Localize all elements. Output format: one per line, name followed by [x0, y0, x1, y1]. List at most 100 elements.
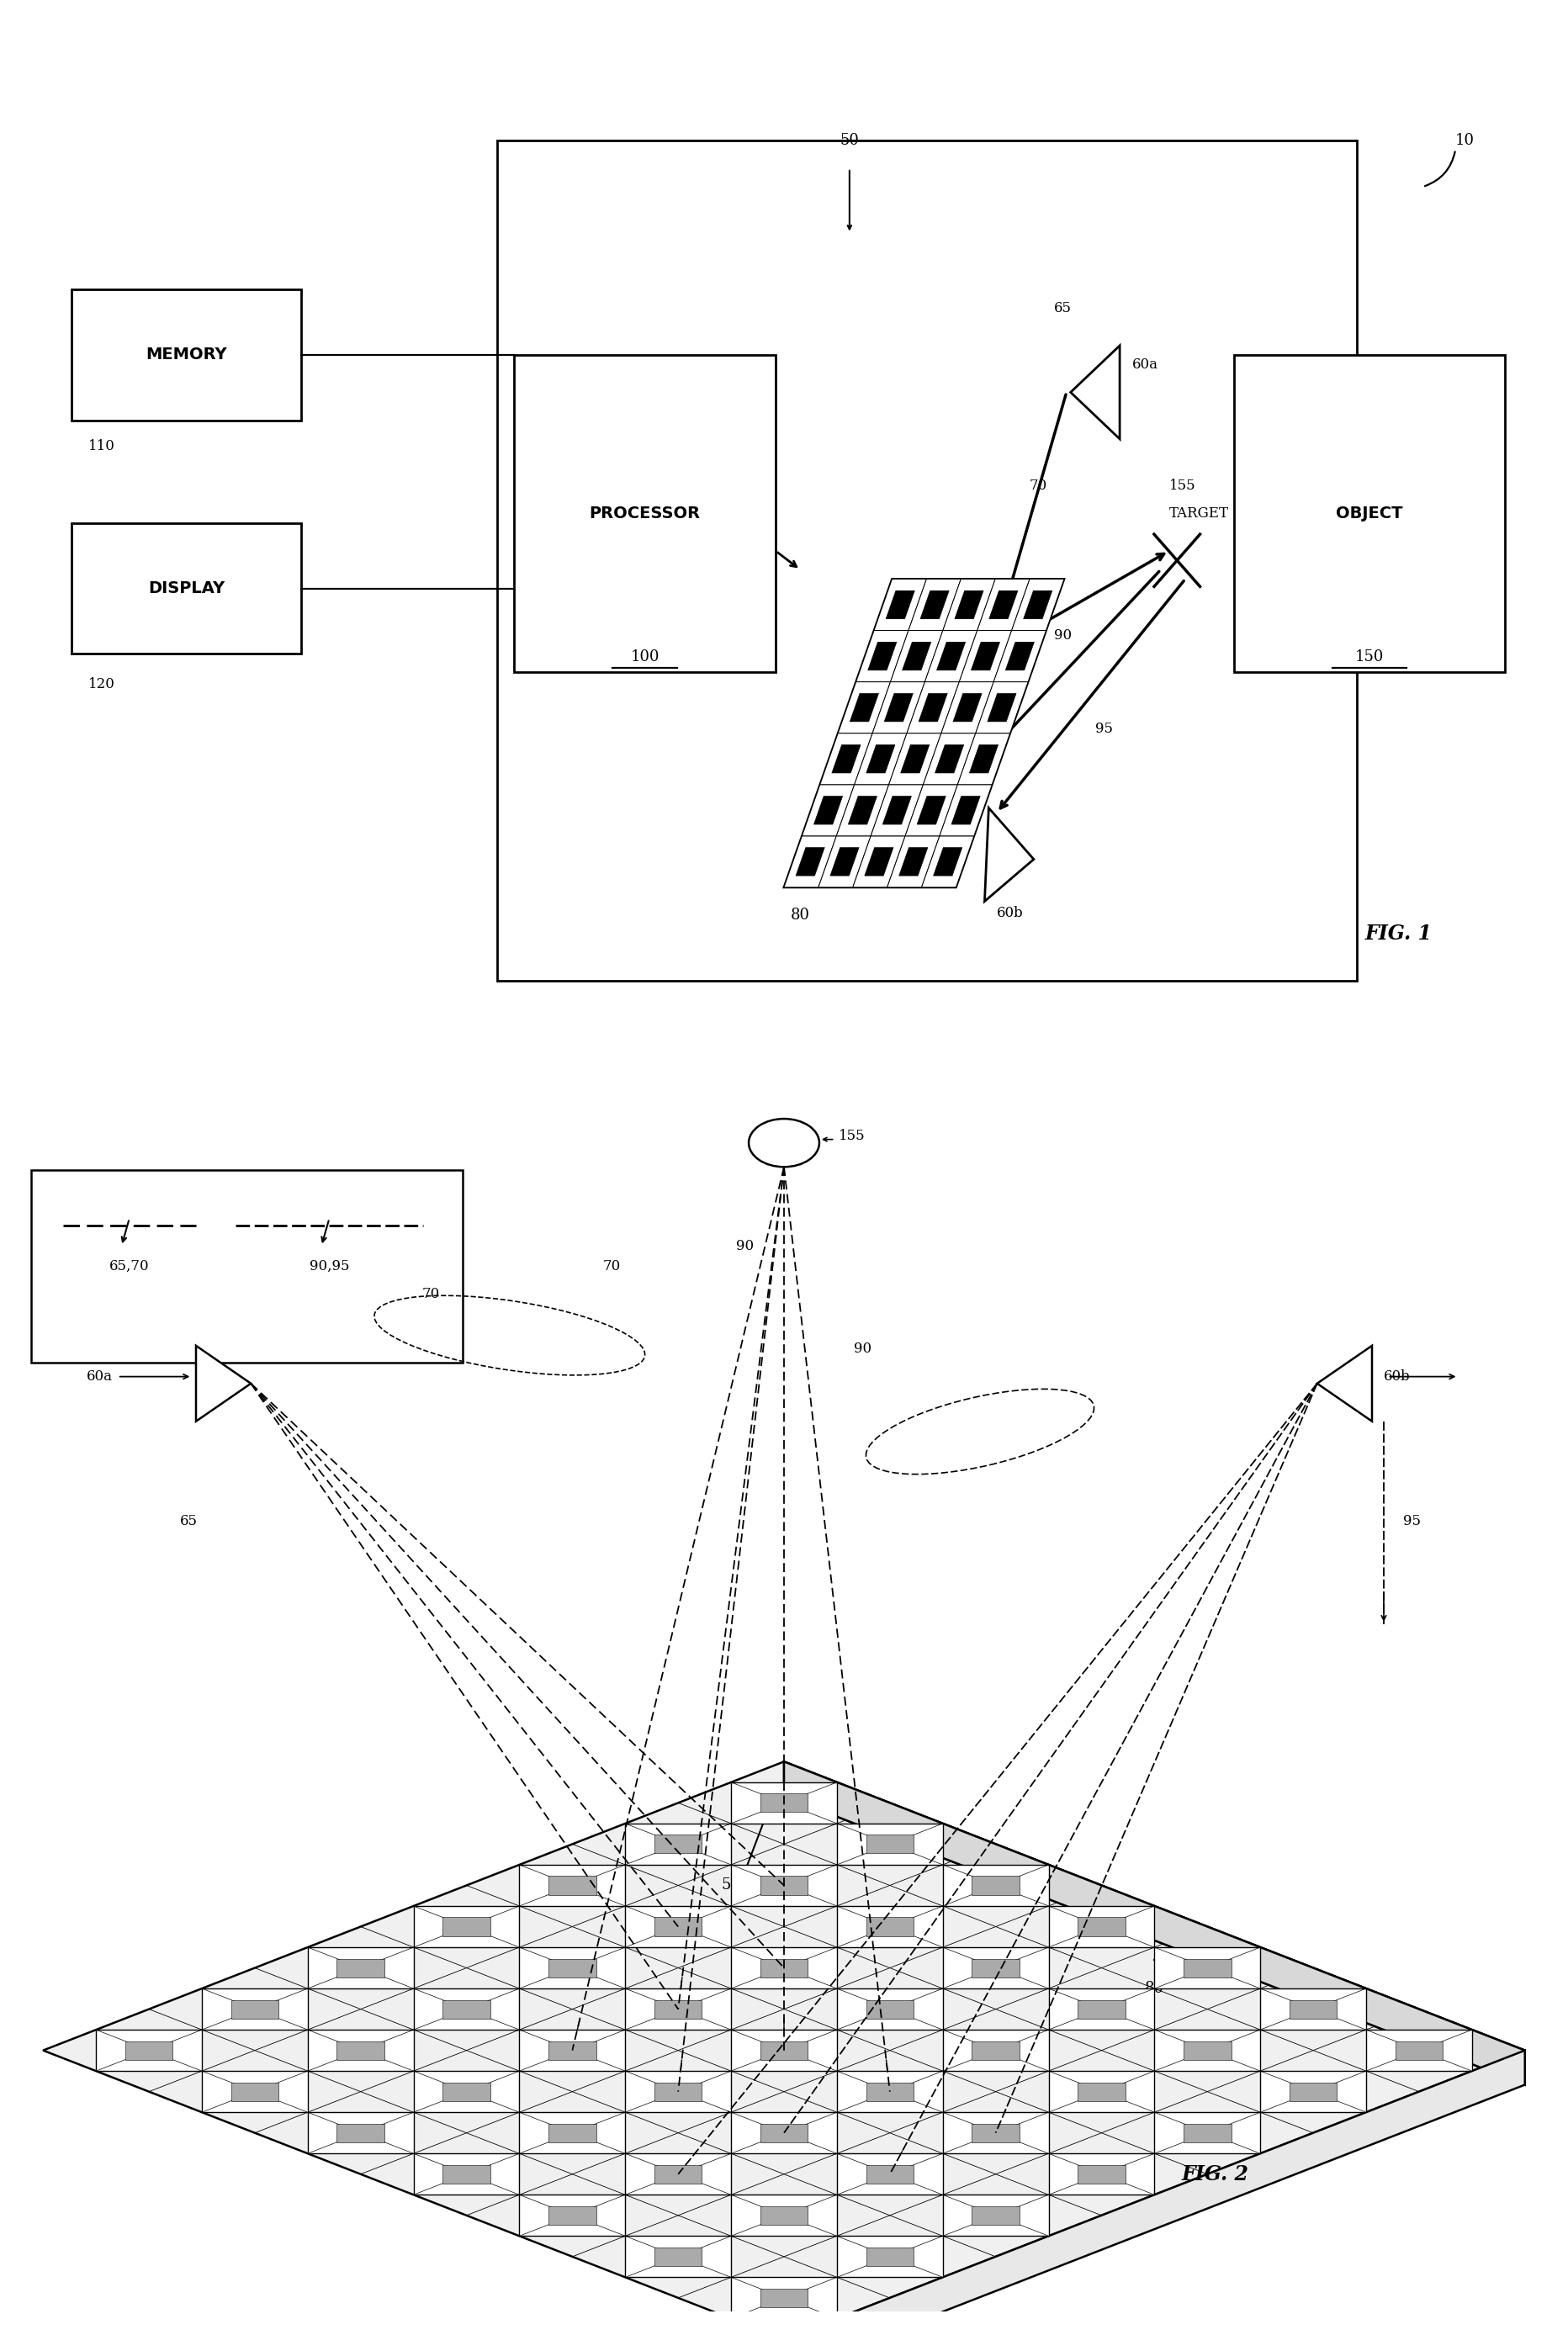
Polygon shape [958, 733, 1010, 785]
Polygon shape [850, 693, 878, 722]
Polygon shape [960, 630, 1011, 682]
Polygon shape [889, 733, 941, 785]
Polygon shape [626, 2071, 731, 2113]
Text: FIG. 1: FIG. 1 [1364, 925, 1432, 943]
Polygon shape [866, 2083, 914, 2102]
Polygon shape [866, 745, 895, 773]
Polygon shape [1077, 2165, 1126, 2183]
Polygon shape [1049, 2153, 1154, 2195]
Polygon shape [42, 1761, 1526, 2335]
Text: 50: 50 [840, 133, 859, 147]
Text: 65: 65 [180, 1513, 198, 1527]
Polygon shape [942, 2029, 1049, 2071]
Polygon shape [760, 2041, 808, 2059]
Polygon shape [922, 836, 974, 887]
Text: 65,70: 65,70 [110, 1259, 149, 1275]
Polygon shape [988, 693, 1016, 722]
Text: 120: 120 [88, 677, 114, 691]
Polygon shape [731, 2195, 837, 2237]
Polygon shape [917, 796, 946, 824]
Polygon shape [414, 1905, 519, 1947]
Polygon shape [989, 591, 1018, 619]
Polygon shape [898, 848, 928, 876]
Text: 60b: 60b [997, 906, 1024, 920]
Polygon shape [307, 1947, 414, 1989]
Text: 110: 110 [88, 439, 114, 453]
Polygon shape [886, 591, 914, 619]
Polygon shape [837, 682, 891, 733]
Polygon shape [919, 693, 947, 722]
Polygon shape [942, 2195, 1049, 2237]
Text: PROCESSOR: PROCESSOR [590, 507, 701, 521]
Polygon shape [972, 2041, 1019, 2059]
Polygon shape [1011, 579, 1065, 630]
Polygon shape [1184, 2041, 1231, 2059]
Polygon shape [972, 2123, 1019, 2141]
Polygon shape [924, 733, 975, 785]
Polygon shape [977, 579, 1030, 630]
Text: 70: 70 [1030, 479, 1047, 493]
Polygon shape [891, 630, 942, 682]
Polygon shape [1154, 2029, 1261, 2071]
Polygon shape [549, 2207, 596, 2225]
Polygon shape [626, 2237, 731, 2277]
Polygon shape [985, 808, 1033, 901]
Polygon shape [337, 1959, 384, 1978]
Polygon shape [196, 1345, 251, 1422]
Polygon shape [1317, 1345, 1372, 1422]
Polygon shape [1184, 2123, 1231, 2141]
Polygon shape [942, 1947, 1049, 1989]
Polygon shape [549, 2123, 596, 2141]
Polygon shape [654, 1835, 702, 1854]
Polygon shape [831, 745, 861, 773]
Polygon shape [626, 1824, 731, 1866]
Polygon shape [519, 2195, 626, 2237]
Polygon shape [972, 1959, 1019, 1978]
Polygon shape [902, 642, 931, 670]
Text: 150: 150 [1355, 649, 1385, 663]
FancyBboxPatch shape [31, 1170, 463, 1364]
Polygon shape [925, 630, 977, 682]
Polygon shape [519, 1866, 626, 1905]
Polygon shape [942, 2113, 1049, 2153]
Polygon shape [1049, 1905, 1154, 1947]
Polygon shape [626, 1905, 731, 1947]
Polygon shape [1396, 2041, 1443, 2059]
Polygon shape [1049, 2071, 1154, 2113]
Polygon shape [853, 836, 905, 887]
Text: 80: 80 [790, 908, 811, 922]
Polygon shape [870, 785, 924, 836]
Polygon shape [933, 848, 963, 876]
Polygon shape [952, 796, 980, 824]
Polygon shape [307, 2029, 414, 2071]
Polygon shape [1184, 1959, 1231, 1978]
Polygon shape [866, 1999, 914, 2017]
Polygon shape [900, 745, 930, 773]
FancyBboxPatch shape [497, 140, 1358, 981]
Polygon shape [626, 1989, 731, 2029]
Polygon shape [814, 796, 842, 824]
Text: 60b: 60b [1385, 1368, 1411, 1385]
Polygon shape [784, 2050, 1526, 2335]
Polygon shape [1261, 2071, 1366, 2113]
Polygon shape [731, 1866, 837, 1905]
Polygon shape [837, 2237, 942, 2277]
Polygon shape [908, 579, 961, 630]
Polygon shape [654, 2246, 702, 2265]
Text: FIG. 2: FIG. 2 [1182, 2165, 1248, 2183]
Text: 65: 65 [1054, 301, 1073, 315]
Polygon shape [519, 2029, 626, 2071]
Text: 100: 100 [630, 649, 659, 663]
Polygon shape [760, 2288, 808, 2307]
Polygon shape [866, 1835, 914, 1854]
Polygon shape [1261, 1989, 1366, 2029]
Polygon shape [760, 2123, 808, 2141]
Polygon shape [731, 2113, 837, 2153]
Polygon shape [519, 1947, 626, 1989]
Polygon shape [626, 2153, 731, 2195]
Polygon shape [125, 2041, 172, 2059]
Polygon shape [1366, 2029, 1472, 2071]
Polygon shape [836, 785, 889, 836]
FancyBboxPatch shape [514, 355, 776, 672]
Polygon shape [864, 848, 894, 876]
